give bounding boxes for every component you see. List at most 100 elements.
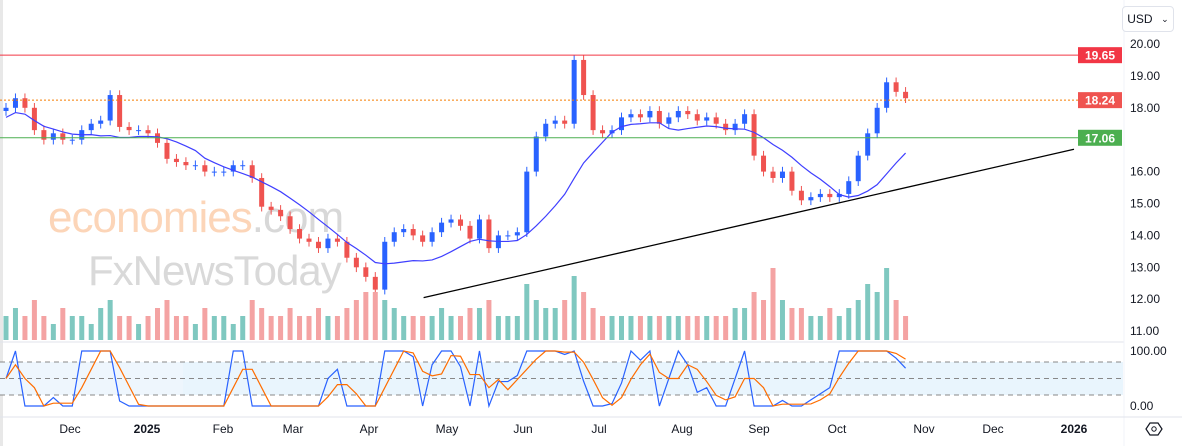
volume-bar bbox=[893, 300, 899, 340]
candle bbox=[628, 114, 634, 118]
time-tick: Nov bbox=[913, 422, 934, 436]
volume-bar bbox=[846, 308, 852, 340]
candle bbox=[268, 206, 274, 210]
stoch-d-line bbox=[5, 350, 906, 407]
time-tick: Oct bbox=[828, 422, 847, 436]
volume-bar bbox=[353, 300, 359, 340]
candle bbox=[297, 229, 303, 239]
volume-bar bbox=[685, 316, 691, 340]
volume-bar bbox=[363, 292, 369, 340]
candle bbox=[439, 222, 445, 233]
candle bbox=[3, 107, 9, 111]
price-tick: 12.00 bbox=[1130, 292, 1160, 306]
candle bbox=[240, 165, 246, 167]
price-tick: 16.00 bbox=[1130, 165, 1160, 179]
candle bbox=[808, 197, 814, 201]
candle bbox=[401, 229, 407, 233]
candle bbox=[287, 216, 293, 230]
candle bbox=[69, 139, 75, 141]
volume-bar bbox=[429, 316, 435, 340]
candle bbox=[41, 130, 47, 140]
volume-bar bbox=[581, 292, 587, 340]
volume-bar bbox=[476, 308, 482, 340]
price-tick: 14.00 bbox=[1130, 228, 1160, 242]
candle bbox=[164, 142, 170, 159]
volume-bar bbox=[79, 316, 85, 340]
candle bbox=[713, 117, 719, 124]
candle bbox=[278, 209, 284, 217]
candle bbox=[543, 123, 549, 137]
volume-bar bbox=[495, 316, 501, 340]
candle bbox=[382, 241, 388, 290]
volume-bar bbox=[145, 316, 151, 340]
candle bbox=[117, 95, 123, 127]
time-tick: Sep bbox=[748, 422, 770, 436]
time-tick: Feb bbox=[213, 422, 234, 436]
candle bbox=[675, 110, 681, 118]
candle bbox=[372, 276, 378, 290]
level-label: 17.06 bbox=[1085, 131, 1115, 145]
candle bbox=[694, 114, 700, 121]
volume-bar bbox=[382, 300, 388, 340]
candle bbox=[884, 82, 890, 108]
candle bbox=[742, 114, 748, 124]
candle bbox=[571, 59, 577, 124]
candle bbox=[562, 120, 568, 124]
volume-bar bbox=[202, 308, 208, 340]
candle bbox=[505, 235, 511, 237]
candle bbox=[50, 133, 56, 140]
candle bbox=[533, 136, 539, 172]
volume-bar bbox=[136, 324, 142, 340]
volume-bar bbox=[742, 308, 748, 340]
price-tick: 13.00 bbox=[1130, 260, 1160, 274]
volume-bar bbox=[514, 316, 520, 340]
volume-bar bbox=[155, 308, 161, 340]
volume-bar bbox=[325, 316, 331, 340]
volume-bar bbox=[448, 316, 454, 340]
time-tick: 2026 bbox=[1061, 422, 1088, 436]
volume-bar bbox=[458, 316, 464, 340]
level-label: 19.65 bbox=[1085, 49, 1115, 63]
candle bbox=[732, 123, 738, 131]
currency-select[interactable]: USD ⌄ bbox=[1122, 6, 1174, 32]
candle bbox=[817, 193, 823, 198]
volume-bar bbox=[562, 300, 568, 340]
volume-bar bbox=[240, 316, 246, 340]
candle bbox=[88, 123, 94, 131]
price-tick: 18.00 bbox=[1130, 101, 1160, 115]
candle bbox=[486, 219, 492, 249]
stoch-tick: 100.00 bbox=[1130, 344, 1167, 358]
time-tick: Dec bbox=[982, 422, 1003, 436]
volume-bar bbox=[761, 300, 767, 340]
gear-icon[interactable] bbox=[1145, 422, 1163, 436]
volume-bar bbox=[98, 308, 104, 340]
candle bbox=[353, 257, 359, 268]
candle bbox=[136, 130, 142, 132]
volume-bar bbox=[505, 316, 511, 340]
time-tick: May bbox=[436, 422, 459, 436]
candle bbox=[22, 98, 28, 108]
volume-bar bbox=[609, 316, 615, 340]
candle bbox=[723, 123, 729, 131]
stoch-tick: 0.00 bbox=[1130, 399, 1154, 413]
volume-bar bbox=[107, 300, 113, 340]
time-tick: 2025 bbox=[134, 422, 161, 436]
candle bbox=[590, 95, 596, 131]
candle bbox=[306, 238, 312, 242]
time-tick: Mar bbox=[283, 422, 304, 436]
candle bbox=[31, 107, 37, 131]
volume-bar bbox=[315, 308, 321, 340]
volume-bar bbox=[41, 316, 47, 340]
volume-bar bbox=[675, 316, 681, 340]
candle bbox=[458, 219, 464, 226]
candle bbox=[183, 162, 189, 166]
candle bbox=[420, 235, 426, 242]
price-tick: 15.00 bbox=[1130, 197, 1160, 211]
volume-bar bbox=[12, 308, 18, 340]
candle bbox=[600, 130, 606, 134]
volume-bar bbox=[808, 316, 814, 340]
candle bbox=[865, 133, 871, 156]
candle bbox=[448, 219, 454, 223]
